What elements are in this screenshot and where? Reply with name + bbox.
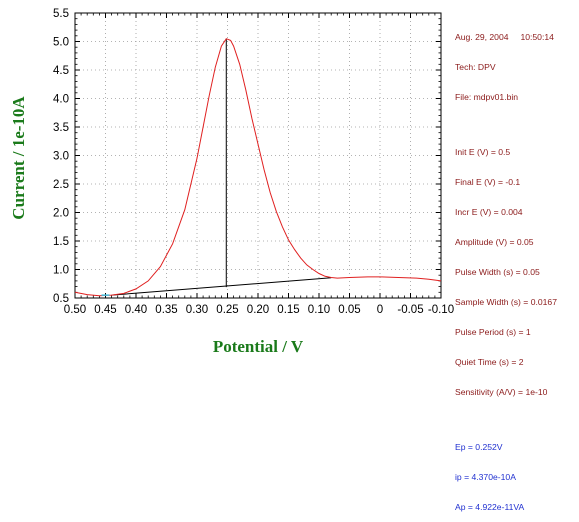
param-line: Pulse Period (s) = 1 <box>455 327 531 337</box>
tick-labels: 0.50 0.45 0.40 0.35 0.30 0.25 0.20 0.15 0.10 0.05… <box>53 8 454 316</box>
x-tick-label: 0.20 <box>247 304 269 316</box>
result-line: Ap = 4.922e-11VA <box>455 502 525 512</box>
y-tick-label: 5.5 <box>53 8 69 20</box>
y-tick-label: 0.5 <box>53 293 69 305</box>
ticks <box>74 12 442 299</box>
y-tick-label: 3.5 <box>53 122 69 134</box>
param-line: Sensitivity (A/V) = 1e-10 <box>455 387 548 397</box>
x-tick-label: 0 <box>377 304 383 316</box>
y-tick-label: 3.0 <box>53 151 69 163</box>
x-tick-label: 0.10 <box>308 304 330 316</box>
param-line: Final E (V) = -0.1 <box>455 177 521 187</box>
param-line: Pulse Width (s) = 0.05 <box>455 267 540 277</box>
chart: 0.50 0.45 0.40 0.35 0.30 0.25 0.20 0.15 0.10 0.05… <box>9 8 454 356</box>
y-tick-label: 1.0 <box>53 265 69 277</box>
x-axis-title: Potential / V <box>213 337 304 356</box>
x-tick-label: 0.35 <box>155 304 177 316</box>
y-tick-label: 5.0 <box>53 37 69 49</box>
y-tick-label: 4.5 <box>53 65 69 77</box>
x-tick-label: 0.30 <box>186 304 208 316</box>
x-tick-label: 0.15 <box>277 304 299 316</box>
x-tick-label: 0.50 <box>64 304 86 316</box>
x-tick-label: -0.10 <box>428 304 454 316</box>
result-line: ip = 4.370e-10A <box>455 472 516 482</box>
series <box>74 38 442 297</box>
file-line: File: mdpv01.bin <box>455 92 519 102</box>
baseline <box>111 277 332 296</box>
param-line: Quiet Time (s) = 2 <box>455 357 524 367</box>
x-tick-label: 0.05 <box>338 304 360 316</box>
x-tick-label: 0.25 <box>216 304 238 316</box>
param-line: Init E (V) = 0.5 <box>455 147 511 157</box>
dpv-curve <box>74 38 442 297</box>
param-line: Incr E (V) = 0.004 <box>455 207 523 217</box>
y-tick-label: 4.0 <box>53 94 69 106</box>
x-tick-label: 0.45 <box>94 304 116 316</box>
y-tick-label: 1.5 <box>53 236 69 248</box>
info-panel: Aug. 29, 2004 10:50:14 Tech: DPV File: m… <box>455 12 557 522</box>
x-tick-label: 0.40 <box>125 304 147 316</box>
param-line: Sample Width (s) = 0.0167 <box>455 297 557 307</box>
y-axis-title: Current / 1e-10A <box>9 96 28 220</box>
date-line: Aug. 29, 2004 10:50:14 <box>455 32 554 42</box>
plot-frame <box>74 12 442 299</box>
grid <box>75 13 441 298</box>
param-line: Amplitude (V) = 0.05 <box>455 237 534 247</box>
y-tick-label: 2.0 <box>53 208 69 220</box>
y-tick-label: 2.5 <box>53 179 69 191</box>
x-tick-label: -0.05 <box>397 304 423 316</box>
tech-line: Tech: DPV <box>455 62 496 72</box>
result-line: Ep = 0.252V <box>455 442 503 452</box>
